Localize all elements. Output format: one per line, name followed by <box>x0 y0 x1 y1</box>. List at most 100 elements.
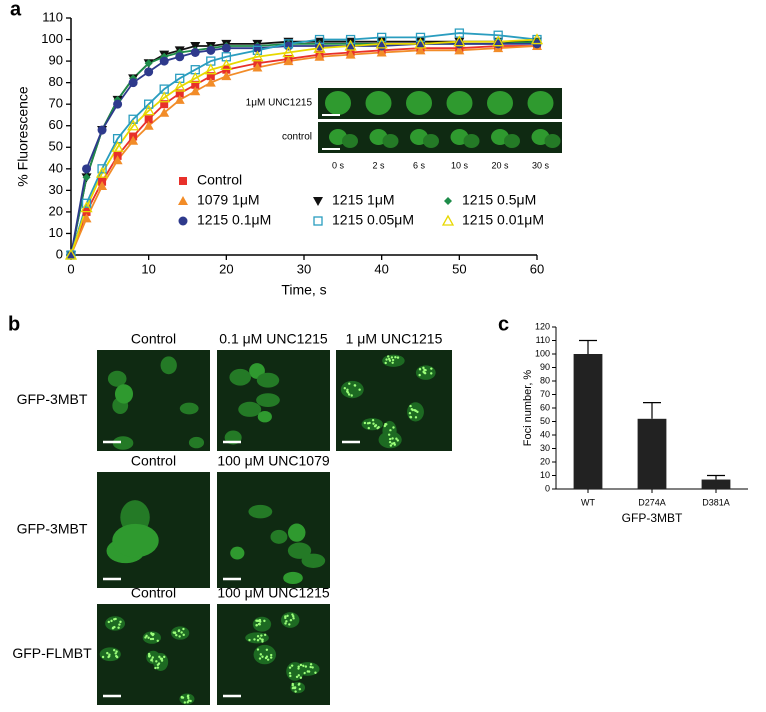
focus <box>389 429 392 432</box>
focus <box>304 665 308 668</box>
panel-label: c <box>498 313 509 335</box>
x-tick-label: WT <box>581 497 595 507</box>
x-tick-label: 20 <box>219 261 233 276</box>
marker <box>82 173 91 182</box>
focus <box>390 356 394 359</box>
y-tick-label: 20 <box>540 456 550 466</box>
x-axis-label: GFP-3MBT <box>622 511 683 525</box>
legend-label: 1215 0.5μM <box>462 192 536 208</box>
focus <box>395 437 398 440</box>
focus <box>258 637 262 640</box>
marker <box>453 35 466 47</box>
marker <box>112 155 123 165</box>
column-label: Control <box>131 585 176 601</box>
focus <box>363 421 367 425</box>
inset-cell <box>325 91 351 115</box>
focus <box>258 623 261 626</box>
marker <box>377 32 387 43</box>
cell <box>256 393 280 408</box>
focus <box>387 357 391 361</box>
focus <box>418 368 422 371</box>
focus <box>110 619 113 623</box>
cell <box>257 410 272 423</box>
legend-marker <box>441 214 455 226</box>
row-label: GFP-FLMBT <box>12 645 92 661</box>
focus <box>270 653 273 657</box>
focus <box>298 687 302 691</box>
marker <box>415 32 426 43</box>
legend-marker <box>178 196 188 205</box>
focus <box>299 663 303 667</box>
focus <box>309 665 312 669</box>
marker <box>206 45 216 55</box>
focus <box>115 654 118 658</box>
focus <box>114 617 117 621</box>
micrograph <box>97 472 210 588</box>
focus <box>264 656 268 660</box>
y-tick-label: 80 <box>49 74 63 89</box>
focus <box>409 416 413 419</box>
inset-cell <box>463 134 480 148</box>
focus <box>182 633 185 637</box>
focus <box>286 614 289 618</box>
focus <box>347 393 351 396</box>
inset-time-label: 0 s <box>332 160 345 170</box>
legend-marker <box>178 216 188 226</box>
focus <box>156 666 160 669</box>
focus <box>160 657 164 661</box>
focus <box>394 356 397 359</box>
focus <box>284 622 287 625</box>
x-tick-label: D381A <box>702 497 730 507</box>
marker <box>111 140 124 152</box>
cell <box>230 546 245 560</box>
marker <box>415 45 426 55</box>
x-axis-label: Time, s <box>281 282 326 298</box>
focus <box>156 639 159 643</box>
focus <box>261 655 264 658</box>
focus <box>183 701 187 704</box>
focus <box>396 356 400 359</box>
focus <box>288 672 292 675</box>
focus <box>118 623 121 626</box>
focus <box>391 361 394 365</box>
focus <box>291 682 294 686</box>
y-tick-label: 0 <box>545 483 550 493</box>
focus <box>383 424 387 428</box>
panel-label: a <box>10 0 22 20</box>
inset-cell <box>382 134 399 148</box>
focus <box>186 695 190 698</box>
focus <box>311 666 314 669</box>
bar-chart: 0 10 20 30 40 50 60 70 80 90 100 110 120 WT D274A D381A <box>535 321 748 507</box>
cell <box>112 523 159 558</box>
focus <box>291 613 294 616</box>
marker <box>128 78 138 88</box>
focus <box>112 649 116 652</box>
focus <box>430 372 433 375</box>
focus <box>385 358 388 361</box>
marker <box>492 35 505 47</box>
marker <box>190 47 200 57</box>
focus <box>263 633 267 637</box>
focus <box>256 639 260 642</box>
focus <box>149 637 153 641</box>
focus <box>384 361 387 365</box>
marker <box>454 39 464 49</box>
focus <box>373 425 377 428</box>
focus <box>396 439 400 442</box>
legend-label: 1215 0.05μM <box>332 212 414 228</box>
focus <box>265 648 269 652</box>
cell <box>170 626 190 640</box>
focus <box>377 426 380 429</box>
legend-label: 1215 1μM <box>332 192 395 208</box>
marker <box>144 67 154 77</box>
focus <box>182 627 185 631</box>
cell <box>270 529 288 544</box>
focus <box>314 671 317 674</box>
y-tick-label: 90 <box>49 53 63 68</box>
focus <box>386 355 390 358</box>
inset-cell <box>365 91 392 115</box>
x-tick-label: 0 <box>67 261 74 276</box>
focus <box>259 653 263 656</box>
focus <box>297 665 300 668</box>
marker <box>81 198 92 208</box>
